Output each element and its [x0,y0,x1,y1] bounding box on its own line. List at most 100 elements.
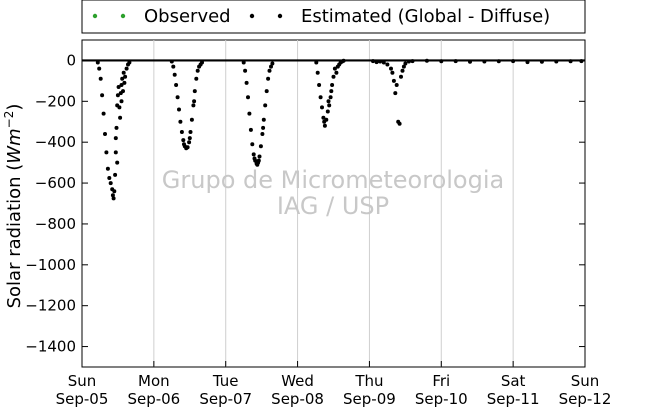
y-tick-label: 0 [66,51,76,69]
data-point [257,154,262,159]
data-point [188,130,193,134]
data-point [453,59,458,64]
data-point [250,142,255,147]
y-tick-label: −800 [35,215,76,233]
x-tick-label-day: Sun [68,372,97,390]
data-point [397,121,402,126]
x-tick-label-date: Sep-05 [56,390,109,408]
plot-frame [81,39,586,368]
data-point [169,59,174,64]
x-tick-label-day: Sat [501,372,526,390]
data-point [179,130,184,134]
data-point [114,125,119,130]
data-point [111,196,116,201]
data-point [389,66,393,71]
data-point [320,105,324,110]
data-point [195,68,200,73]
data-point [341,58,346,63]
data-point [391,78,396,83]
legend-marker-estimated-1 [249,13,255,19]
data-point [251,152,256,157]
data-point [399,74,403,79]
data-point [410,59,415,64]
data-point [260,132,265,136]
data-point [113,136,118,141]
data-point [525,60,530,65]
x-tick-label-date: Sep-06 [127,390,180,408]
data-point [248,127,253,132]
data-point [123,74,128,79]
data-point [390,70,395,75]
data-point [178,119,183,124]
data-point [539,59,544,64]
watermark-line-2: IAG / USP [277,192,389,220]
data-point [424,58,429,63]
watermark-line-1: Grupo de Micrometeorologia [162,166,504,194]
data-point [103,132,107,136]
data-point [187,136,192,141]
data-point [468,59,472,64]
data-point [252,156,257,161]
data-point [264,89,269,94]
data-point [385,62,390,67]
data-point [261,117,266,122]
data-point [172,72,177,77]
x-tick-label-date: Sep-08 [271,390,324,408]
data-point [105,166,110,171]
legend: Observed Estimated (Global - Diffuse) [92,6,550,27]
x-tick-label-day: Fri [432,372,450,390]
data-point [187,140,192,145]
data-point [175,95,180,100]
data-point [327,103,332,108]
gridlines [153,40,514,367]
data-point [439,59,444,64]
x-tick-label-date: Sep-07 [199,390,252,408]
x-tick-label-day: Wed [281,372,314,390]
y-tick-label: −1400 [25,338,76,356]
data-point [374,60,379,65]
x-tick-label-date: Sep-10 [415,390,468,408]
data-point [315,70,320,75]
data-point [568,59,573,64]
y-axis-label-close: ) [4,104,25,111]
data-point [171,64,176,69]
y-tick-label: −200 [35,92,76,110]
data-point [97,66,102,71]
y-axis-ticks: 0 −200 −400 −600 −800 −1000 −1200 −1400 [25,51,585,356]
data-point [496,59,501,64]
data-point [107,176,112,180]
x-tick-label-day: Tue [212,372,239,390]
data-point [256,158,261,163]
data-point [554,59,559,64]
data-point [182,142,186,147]
data-point [318,95,323,100]
legend-label-observed: Observed [144,6,231,27]
y-tick-label: −400 [35,133,76,151]
data-point [104,150,109,155]
data-point [400,68,405,73]
data-point [325,109,330,114]
data-point [393,91,398,96]
x-tick-label-day: Mon [138,372,170,390]
y-tick-label: −1000 [25,256,76,274]
data-point [119,99,124,104]
data-point [174,83,179,87]
data-point [267,68,272,73]
data-point [116,85,121,89]
data-point [121,70,126,75]
data-point [322,119,327,124]
data-point [98,76,103,81]
data-point [381,60,386,65]
x-tick-label-date: Sep-09 [343,390,396,408]
x-tick-label-date: Sep-12 [559,390,612,408]
y-axis-label-main: Solar radiation ( [4,164,25,309]
watermark: Grupo de Micrometeorologia IAG / USP [162,166,504,220]
data-point [101,111,106,116]
data-point [112,189,117,194]
y-axis-label-exponent: −2 [2,111,16,129]
data-point [332,66,337,71]
legend-marker-observed-2 [120,13,126,19]
data-point [110,193,115,198]
data-point [329,89,334,94]
